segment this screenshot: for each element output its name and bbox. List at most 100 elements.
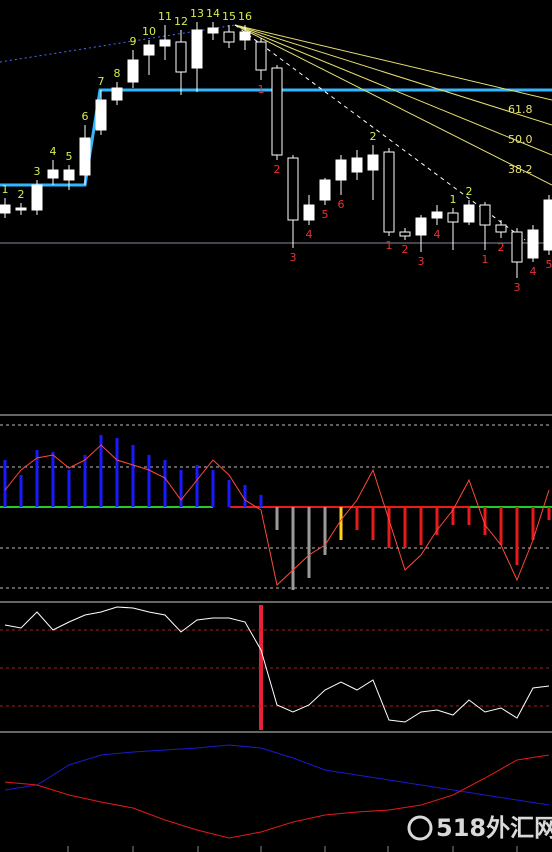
histogram-bar: [387, 507, 391, 548]
histogram-bar: [467, 507, 471, 525]
candle-body: [47, 169, 59, 179]
candle-body: [223, 31, 235, 43]
histogram-bar: [499, 507, 503, 545]
candle-body: [255, 41, 267, 71]
count-label: 6: [82, 110, 89, 123]
histogram-bar: [83, 455, 87, 507]
candle-body: [111, 87, 123, 101]
count-label: 14: [206, 7, 220, 20]
candle-body: [415, 217, 427, 236]
watermark: 518外汇网: [436, 814, 552, 842]
count-label: 12: [174, 15, 188, 28]
count-label: 1: [258, 83, 265, 96]
candle-body: [239, 31, 251, 41]
count-label: 4: [306, 228, 313, 241]
count-label: 4: [530, 265, 537, 278]
histogram-bar: [371, 507, 375, 540]
histogram-bar: [547, 507, 551, 520]
count-label: 3: [418, 255, 425, 268]
candle-body: [527, 229, 539, 259]
count-label: 1: [2, 183, 9, 196]
count-label: 11: [158, 10, 172, 23]
histogram-bar: [227, 480, 231, 507]
fib-fan: [234, 24, 552, 186]
count-label: 6: [338, 198, 345, 211]
histogram-bar: [483, 507, 487, 535]
histogram-bar: [435, 507, 439, 535]
histogram-bar: [451, 507, 455, 525]
count-label: 1: [450, 193, 457, 206]
count-label: 15: [222, 10, 236, 23]
candle-body: [207, 27, 219, 34]
indicator-line: [4, 744, 550, 806]
count-label: 3: [34, 165, 41, 178]
histogram-bar: [515, 507, 519, 565]
candle-body: [511, 231, 523, 263]
candle-body: [447, 212, 459, 223]
histogram-bar: [275, 507, 279, 530]
candle-body: [79, 137, 91, 176]
count-label: 1: [482, 253, 489, 266]
fib-label: 61.8: [508, 103, 533, 116]
count-label: 8: [114, 67, 121, 80]
signal-line: [4, 444, 550, 586]
candle-body: [431, 211, 443, 219]
histogram-bar: [531, 507, 535, 540]
candle-body: [127, 59, 139, 83]
count-label: 1: [386, 239, 393, 252]
histogram-bar: [35, 450, 39, 507]
candle-body: [303, 204, 315, 221]
histogram-bar: [51, 452, 55, 507]
candle-body: [495, 224, 507, 233]
histogram-bar: [211, 470, 215, 507]
count-label: 13: [190, 7, 204, 20]
histogram-bar: [243, 485, 247, 507]
candle-body: [367, 154, 379, 171]
histogram-bar: [3, 460, 7, 507]
count-label: 2: [274, 163, 281, 176]
histogram-bar: [323, 507, 327, 555]
candle-body: [383, 151, 395, 233]
count-label: 7: [98, 75, 105, 88]
histogram-bar: [419, 507, 423, 545]
count-label: 2: [18, 188, 25, 201]
count-label: 5: [322, 208, 329, 221]
histogram-bar: [307, 507, 311, 578]
candle-body: [271, 67, 283, 156]
count-label: 10: [142, 25, 156, 38]
histogram-bar: [339, 507, 343, 540]
count-label: 2: [402, 243, 409, 256]
count-label: 3: [514, 281, 521, 294]
watermark-icon: [407, 815, 433, 841]
histogram-bar: [355, 507, 359, 530]
candle-body: [175, 41, 187, 73]
histogram-bar: [67, 470, 71, 507]
histogram-bar: [115, 438, 119, 507]
candle-body: [159, 39, 171, 47]
candle-body: [335, 159, 347, 181]
histogram-bar: [99, 435, 103, 507]
candle-body: [143, 44, 155, 56]
candle-body: [95, 99, 107, 131]
histogram-bar: [19, 475, 23, 507]
candle-body: [351, 157, 363, 173]
histogram-bar: [403, 507, 407, 548]
count-label: 2: [370, 130, 377, 143]
candle-body: [63, 169, 75, 181]
histogram-bar: [147, 455, 151, 507]
count-label: 4: [50, 145, 57, 158]
count-label: 2: [466, 185, 473, 198]
count-label: 5: [66, 150, 73, 163]
fib-line: [234, 24, 552, 186]
histogram-bar: [179, 470, 183, 507]
count-label: 3: [290, 251, 297, 264]
count-label: 5: [546, 258, 552, 271]
candle-body: [191, 29, 203, 69]
fib-line: [234, 24, 552, 126]
fib-line: [234, 24, 552, 101]
fib-label: 38.2: [508, 163, 533, 176]
candle-body: [479, 204, 491, 226]
fib-line: [234, 24, 552, 156]
